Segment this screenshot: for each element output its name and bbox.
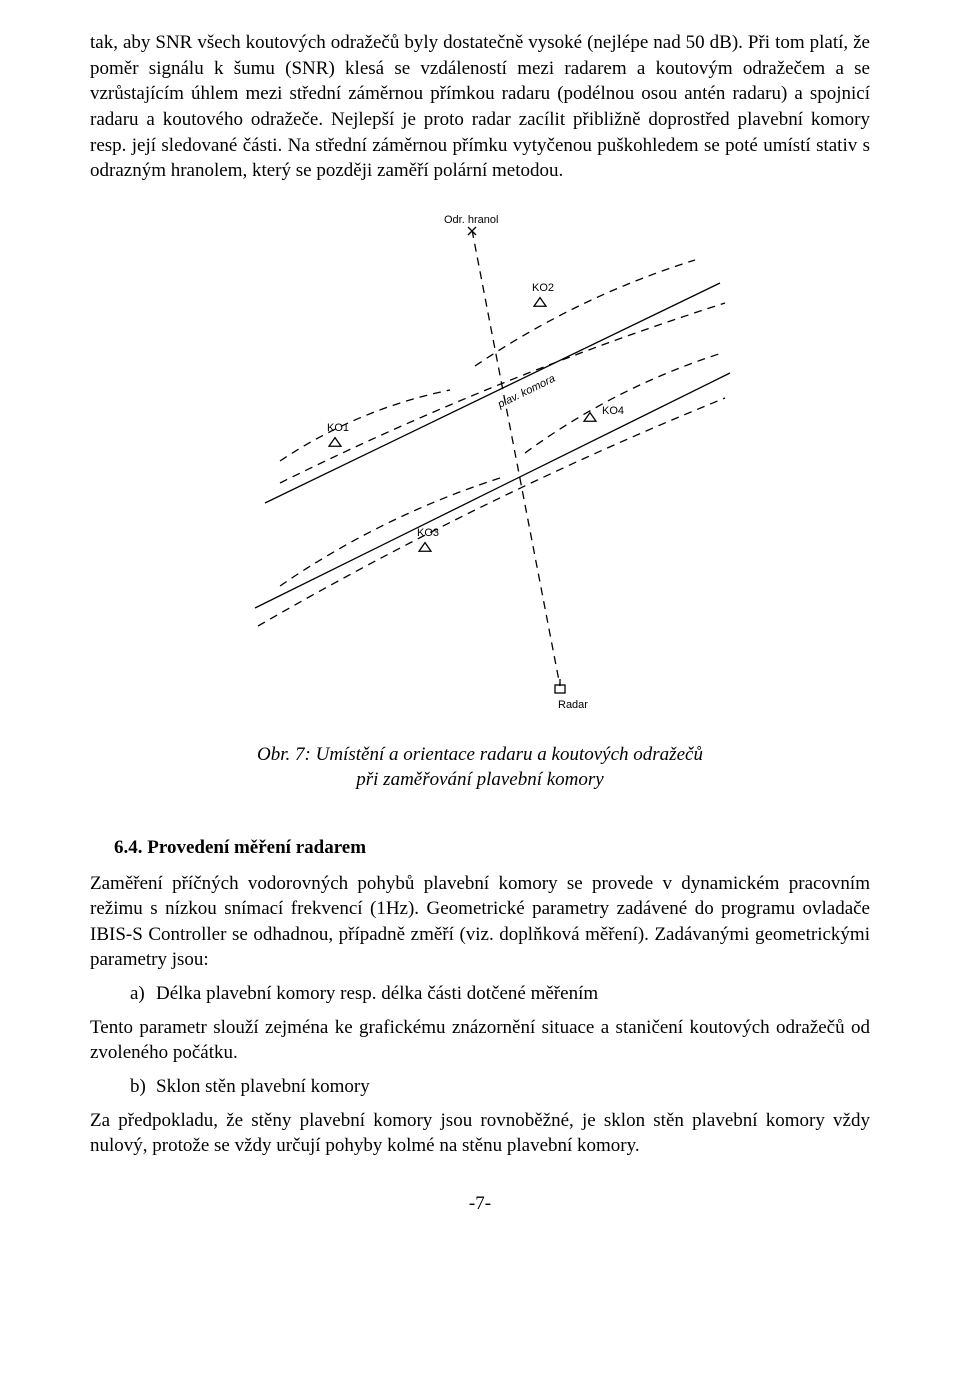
section-heading-6-4: 6.4. Provedení měření radarem xyxy=(114,835,870,861)
paragraph-4: Za předpokladu, že stěny plavební komory… xyxy=(90,1108,870,1159)
figure-7-caption: Obr. 7: Umístění a orientace radaru a ko… xyxy=(90,743,870,792)
param-item-a-text: Délka plavební komory resp. délka části … xyxy=(156,983,598,1004)
page-container: tak, aby SNR všech koutových odražečů by… xyxy=(0,0,960,1247)
figure-7-caption-line2: při zaměřování plavební komory xyxy=(356,769,603,790)
param-item-b: b) Sklon stěn plavební komory xyxy=(130,1074,870,1100)
svg-text:Odr. hranol: Odr. hranol xyxy=(444,214,498,226)
svg-text:KO2: KO2 xyxy=(532,282,554,294)
paragraph-3: Tento parametr slouží zejména ke grafick… xyxy=(90,1015,870,1066)
param-list-b: b) Sklon stěn plavební komory xyxy=(130,1074,870,1100)
svg-text:KO3: KO3 xyxy=(417,527,439,539)
paragraph-2: Zaměření příčných vodorovných pohybů pla… xyxy=(90,871,870,974)
param-item-b-marker: b) xyxy=(130,1074,146,1100)
svg-text:plav. komora: plav. komora xyxy=(495,373,557,411)
figure-7-svg: Odr. hranol KO1 KO2 KO3 KO4 plav. komora Radar xyxy=(220,208,740,728)
svg-text:KO4: KO4 xyxy=(602,405,624,417)
svg-text:KO1: KO1 xyxy=(327,422,349,434)
param-item-b-text: Sklon stěn plavební komory xyxy=(156,1076,370,1097)
figure-7: Odr. hranol KO1 KO2 KO3 KO4 plav. komora Radar xyxy=(90,208,870,736)
page-number: -7- xyxy=(90,1191,870,1217)
param-item-a-marker: a) xyxy=(130,981,145,1007)
svg-text:Radar: Radar xyxy=(558,699,588,711)
param-list: a) Délka plavební komory resp. délka čás… xyxy=(130,981,870,1007)
param-item-a: a) Délka plavební komory resp. délka čás… xyxy=(130,981,870,1007)
paragraph-1: tak, aby SNR všech koutových odražečů by… xyxy=(90,30,870,184)
figure-7-caption-line1: Obr. 7: Umístění a orientace radaru a ko… xyxy=(257,744,703,765)
